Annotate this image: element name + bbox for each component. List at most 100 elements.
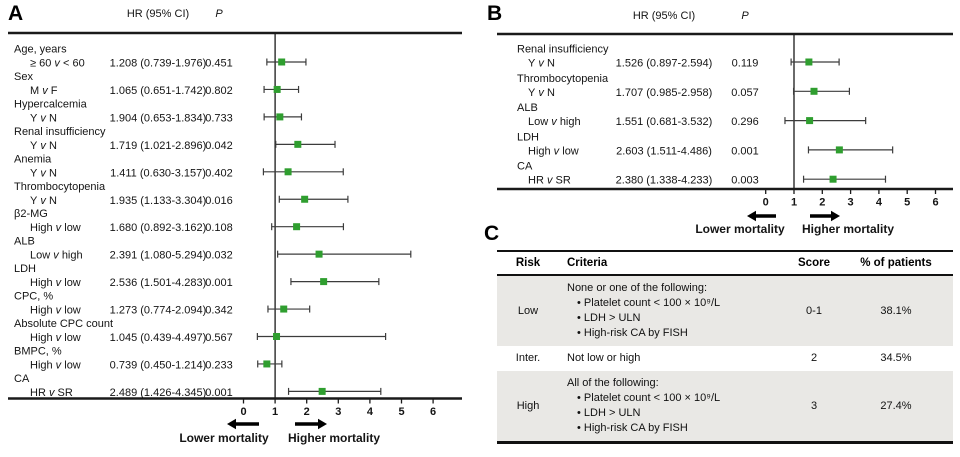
hr-point-marker bbox=[829, 175, 837, 183]
hr-point-marker bbox=[835, 146, 843, 154]
row-comparison: HR v SR bbox=[30, 387, 73, 399]
row-p-value: 0.001 bbox=[731, 145, 759, 157]
col-header-criteria: Criteria bbox=[559, 251, 789, 276]
axis-tick-label: 3 bbox=[848, 197, 854, 209]
row-group-label: LDH bbox=[14, 263, 36, 275]
row-p-value: 0.342 bbox=[205, 305, 233, 317]
patients-cell: 38.1% bbox=[880, 304, 912, 317]
hr-point-marker bbox=[320, 278, 328, 286]
risk-score-table: Risk Criteria Score % of patients Low Non… bbox=[497, 250, 953, 444]
hr-point-marker bbox=[273, 85, 281, 93]
patients-cell: 27.4% bbox=[880, 399, 912, 412]
row-group-label: ALB bbox=[517, 102, 538, 114]
axis-tick-label: 5 bbox=[398, 406, 404, 418]
row-p-value: 0.108 bbox=[205, 222, 233, 234]
forest-plot-b: HR (95% CI) P Renal insufficiency Y v N 1.52… bbox=[497, 10, 953, 236]
hr-point-marker bbox=[280, 305, 288, 313]
hr-point-marker bbox=[318, 387, 326, 395]
row-group-label: CA bbox=[14, 373, 30, 385]
axis-tick-label: 0 bbox=[763, 197, 769, 209]
row-hr-ci: 2.391 (1.080-5.294) bbox=[110, 250, 207, 262]
row-comparison: Y v N bbox=[30, 167, 57, 179]
axis-tick-label: 3 bbox=[335, 406, 341, 418]
p-column-header: P bbox=[215, 8, 223, 20]
row-comparison: Low v high bbox=[528, 116, 581, 128]
row-group-label: CA bbox=[517, 161, 533, 173]
panel-b-label: B bbox=[487, 2, 503, 25]
row-group-label: Hypercalcemia bbox=[14, 98, 88, 110]
row-hr-ci: 1.208 (0.739-1.976) bbox=[110, 58, 207, 70]
axis-tick-label: 1 bbox=[272, 406, 278, 418]
criteria-cell: All of the following: Platelet count < 10… bbox=[559, 371, 789, 443]
row-comparison: HR v SR bbox=[528, 175, 571, 187]
row-p-value: 0.233 bbox=[205, 359, 233, 371]
col-header-patients: % of patients bbox=[839, 251, 953, 276]
risk-table-row: High All of the following: Platelet count … bbox=[497, 371, 953, 443]
hr-point-marker bbox=[805, 58, 813, 66]
row-p-value: 0.119 bbox=[732, 58, 759, 70]
row-group-label: β2-MG bbox=[14, 208, 48, 220]
row-comparison: High v low bbox=[30, 277, 81, 289]
row-group-label: LDH bbox=[517, 131, 539, 143]
row-hr-ci: 2.536 (1.501-4.283) bbox=[110, 277, 207, 289]
axis-tick-label: 4 bbox=[367, 406, 374, 418]
row-comparison: High v low bbox=[30, 222, 81, 234]
axis-tick-label: 1 bbox=[791, 197, 797, 209]
criteria-cell: None or one of the following: Platelet co… bbox=[559, 275, 789, 346]
row-p-value: 0.001 bbox=[205, 277, 233, 289]
row-comparison: High v low bbox=[528, 145, 579, 157]
row-p-value: 0.042 bbox=[205, 140, 233, 152]
lower-mortality-arrow-head bbox=[747, 210, 756, 222]
higher-mortality-label: Higher mortality bbox=[288, 431, 380, 445]
col-header-risk: Risk bbox=[497, 251, 559, 276]
hr-point-marker bbox=[810, 87, 818, 95]
row-hr-ci: 1.904 (0.653-1.834) bbox=[110, 112, 207, 124]
row-group-label: ALB bbox=[14, 236, 35, 248]
axis-tick-label: 6 bbox=[932, 197, 938, 209]
row-comparison: High v low bbox=[30, 359, 81, 371]
hr-point-marker bbox=[284, 168, 292, 176]
row-hr-ci: 1.411 (0.630-3.157) bbox=[110, 167, 206, 179]
risk-table: Risk Criteria Score % of patients Low Non… bbox=[497, 250, 953, 444]
criteria-bullet: Platelet count < 100 × 10⁹/L bbox=[567, 391, 786, 406]
score-cell: 2 bbox=[810, 352, 818, 364]
row-group-label: Renal insufficiency bbox=[517, 44, 609, 56]
criteria-bullet: LDH > ULN bbox=[567, 406, 786, 421]
patients-cell: 34.5% bbox=[880, 352, 912, 364]
row-hr-ci: 1.045 (0.439-4.497) bbox=[110, 332, 207, 344]
p-column-header: P bbox=[741, 10, 749, 22]
row-hr-ci: 1.680 (0.892-3.162) bbox=[110, 222, 207, 234]
risk-cell: High bbox=[516, 399, 540, 412]
row-hr-ci: 1.719 (1.021-2.896) bbox=[110, 140, 207, 152]
row-comparison: High v low bbox=[30, 305, 81, 317]
row-p-value: 0.001 bbox=[205, 387, 233, 399]
row-hr-ci: 1.551 (0.681-3.532) bbox=[616, 116, 713, 128]
row-group-label: Thrombocytopenia bbox=[14, 181, 106, 193]
hr-point-marker bbox=[301, 195, 309, 203]
row-group-label: BMPC, % bbox=[14, 345, 62, 357]
row-hr-ci: 1.065 (0.651-1.742) bbox=[110, 85, 207, 97]
higher-mortality-arrow-head bbox=[831, 210, 840, 222]
row-p-value: 0.451 bbox=[205, 58, 233, 70]
row-group-label: Thrombocytopenia bbox=[517, 73, 609, 85]
row-hr-ci: 2.489 (1.426-4.345) bbox=[110, 387, 207, 399]
row-group-label: Sex bbox=[14, 71, 33, 83]
axis-tick-label: 6 bbox=[430, 406, 436, 418]
forest-plot-a: HR (95% CI) P Age, years ≥ 60 v < 60 1.208 (… bbox=[8, 8, 462, 445]
risk-cell: Low bbox=[517, 304, 539, 317]
row-hr-ci: 1.526 (0.897-2.594) bbox=[616, 58, 713, 70]
criteria-intro: Not low or high bbox=[567, 352, 641, 364]
panel-a-label: A bbox=[8, 2, 24, 25]
row-comparison: Y v N bbox=[30, 112, 57, 124]
hr-point-marker bbox=[293, 223, 301, 231]
lower-mortality-arrow-head bbox=[227, 418, 236, 430]
row-comparison: Y v N bbox=[30, 195, 57, 207]
hr-point-marker bbox=[294, 140, 302, 148]
row-comparison: M v F bbox=[30, 85, 58, 97]
risk-table-row: Low None or one of the following: Platelet… bbox=[497, 275, 953, 346]
row-comparison: Low v high bbox=[30, 250, 83, 262]
lower-mortality-label: Lower mortality bbox=[695, 222, 785, 236]
row-p-value: 0.032 bbox=[205, 250, 233, 262]
criteria-bullet: High-risk CA by FISH bbox=[567, 326, 786, 341]
